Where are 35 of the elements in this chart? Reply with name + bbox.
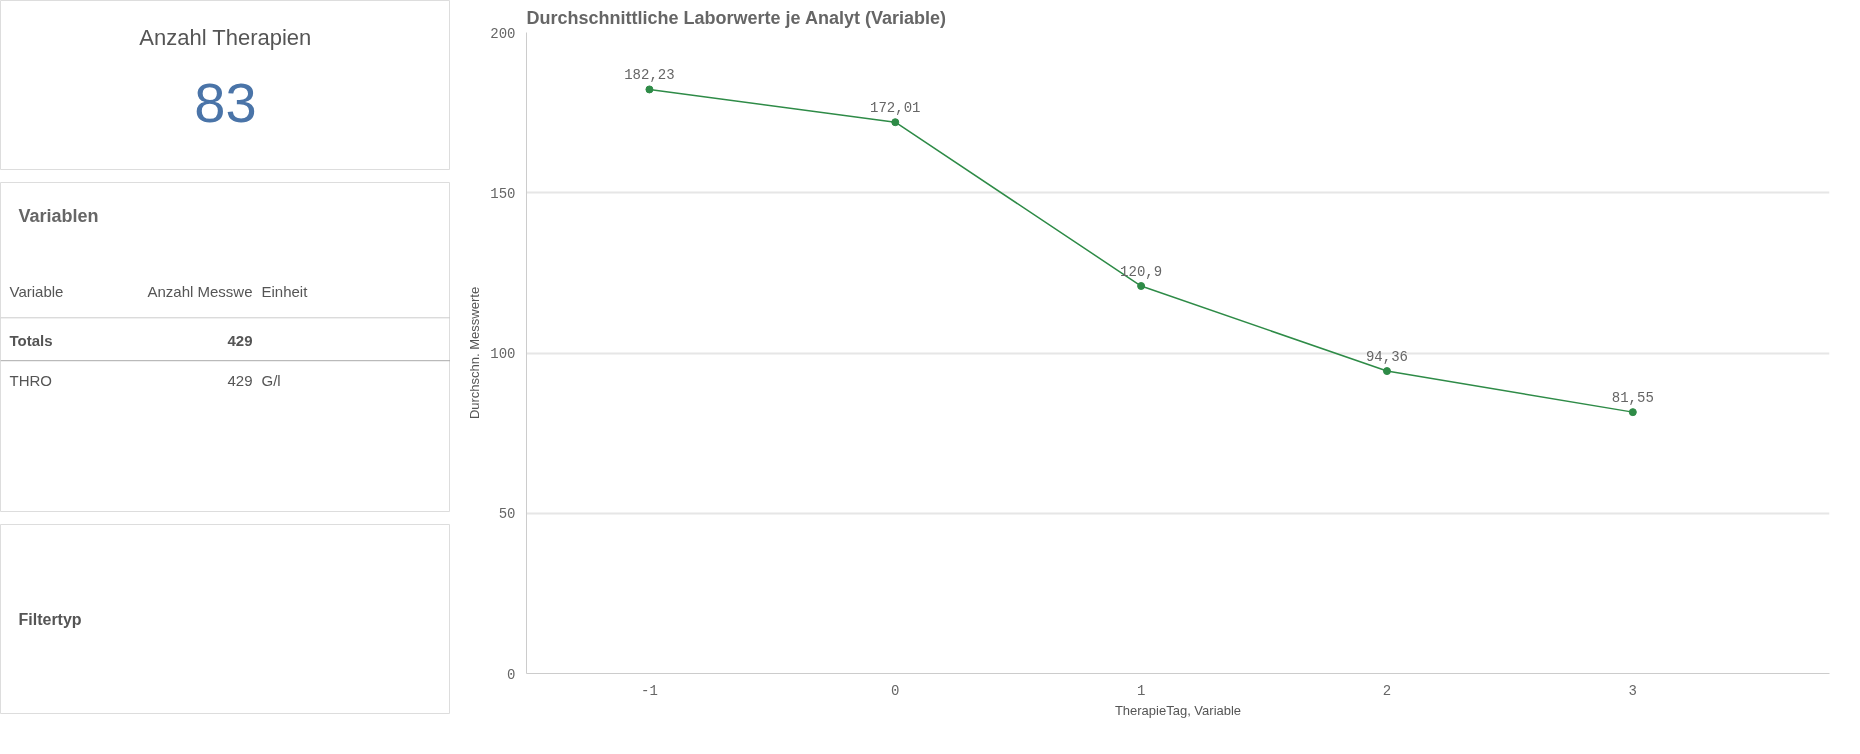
x-axis-title: TherapieTag, Variable [1114, 702, 1242, 718]
y-tick-label: 100 [490, 346, 516, 362]
data-label: 172,01 [870, 100, 921, 117]
point [1382, 367, 1391, 376]
text: THRO [9, 372, 52, 389]
point [1137, 282, 1146, 291]
data-label: 94,36 [1365, 349, 1408, 366]
y-tick-label: 0 [507, 666, 516, 683]
x-tick-label: 1 [1136, 682, 1146, 699]
text: Anzahl Messwe [147, 282, 253, 300]
data-label: 182,23 [624, 67, 675, 84]
y-tick-label: 200 [490, 25, 516, 42]
text: Variablen [18, 205, 99, 226]
text: 429 [227, 331, 253, 349]
x-tick-label: 3 [1628, 682, 1638, 699]
text: Variable [9, 282, 64, 300]
x-tick-label: -1 [641, 682, 658, 699]
point [1628, 408, 1637, 417]
point [645, 85, 654, 94]
data-label: 81,55 [1611, 390, 1654, 407]
text: 83 [194, 70, 257, 134]
text: G/l [261, 372, 281, 389]
text: Totals [9, 332, 53, 350]
x-tick-label: 0 [891, 682, 900, 699]
point [891, 118, 900, 127]
x-tick-label: 2 [1382, 682, 1392, 699]
text: Anzahl Therapien [139, 25, 312, 51]
text: 429 [227, 371, 253, 389]
data-label: 120,9 [1120, 264, 1163, 281]
text: Einheit [261, 282, 309, 300]
chart-title: Durchschnittliche Laborwerte je Analyt (Variable) [526, 7, 946, 28]
y-tick-label: 150 [490, 185, 516, 202]
y-axis-title: Durchschn. Messwerte [467, 286, 483, 420]
text: Filtertyp [18, 611, 82, 628]
y-tick-label: 50 [498, 506, 516, 523]
